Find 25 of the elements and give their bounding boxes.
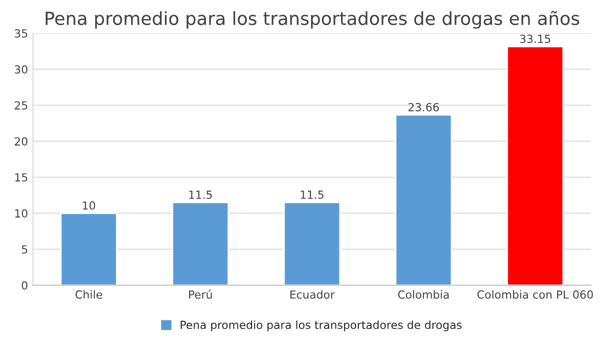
y-tick-label: 30 [14,65,28,74]
y-tick-label: 10 [15,209,28,218]
x-tick-label: Colombia con PL 060 [477,290,593,299]
bar [283,202,341,286]
chart-title: Pena promedio para los transportadores de drogas en años [46,10,580,29]
x-tick-label: Perú [189,290,212,299]
y-tick-label: 25 [14,101,28,110]
x-tick-label: Ecuador [290,290,335,299]
y-tick-label: 0 [22,281,28,290]
bar [506,46,564,286]
data-label: 11.5 [300,190,324,199]
y-tick-label: 20 [14,137,28,146]
bar [172,202,229,286]
bar [60,212,118,286]
data-label: 23.66 [408,102,439,112]
bar [395,114,452,286]
x-tick-label: Colombia [398,290,449,299]
y-tick-label: 5 [22,245,28,254]
legend-label: Pena promedio para los transportadores de drogas [180,320,462,332]
data-label: 10 [82,201,96,210]
y-tick-label: 15 [15,173,28,182]
data-label: 11.5 [189,190,212,199]
data-label: 33.15 [520,34,550,44]
y-tick-label: 35 [14,29,28,38]
x-tick-label: Chile [76,290,102,299]
